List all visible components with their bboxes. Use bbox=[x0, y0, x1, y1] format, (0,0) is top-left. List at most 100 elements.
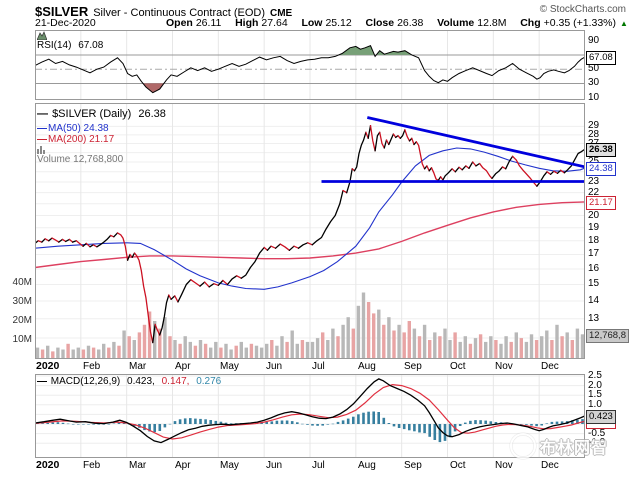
axis-value-box: 67.08 bbox=[586, 51, 616, 65]
rsi-chart bbox=[35, 30, 585, 100]
quote-field-open: Open 26.11 bbox=[166, 17, 221, 29]
quote-field-label: Volume bbox=[437, 17, 475, 29]
macd-legend-label: MACD(12,26,9) bbox=[50, 376, 121, 387]
up-arrow-icon: ▲ bbox=[620, 19, 628, 28]
price-axis-tick: 16 bbox=[588, 262, 600, 274]
quote-field-volume: Volume 12.8M bbox=[437, 17, 506, 29]
stockcharts-credit-link[interactable]: © StockCharts.com bbox=[539, 4, 626, 15]
macd-value: 0.423, bbox=[127, 376, 155, 387]
price-axis-tick: 28 bbox=[588, 128, 600, 140]
month-label-jun: Jun bbox=[266, 360, 283, 372]
price-axis-tick: 13 bbox=[588, 312, 600, 324]
month-label-may: May bbox=[220, 360, 239, 372]
month-label-oct: Oct bbox=[450, 360, 466, 372]
quote-field-value: 27.64 bbox=[261, 17, 288, 29]
volume-legend: Volume 12,768,800 bbox=[37, 145, 123, 165]
bar-chart-icon bbox=[37, 146, 45, 154]
price-axis-tick: 29 bbox=[588, 120, 600, 132]
price-chart bbox=[35, 103, 585, 359]
price-axis-tick: 14 bbox=[588, 295, 600, 306]
macd-panel: — MACD(12,26,9) 0.423, 0.147, 0.276 bbox=[35, 374, 585, 458]
month-label-sep: Sep bbox=[404, 459, 422, 471]
line-swatch-icon: — bbox=[37, 376, 47, 387]
macd-signal-value: 0.147, bbox=[161, 376, 190, 387]
price-legend-label: $SILVER (Daily) bbox=[52, 108, 132, 120]
symbol-name: Silver - Continuous Contract (EOD) bbox=[93, 7, 265, 19]
line-swatch-icon: — bbox=[37, 108, 48, 120]
macd-axis-tick: 1.5 bbox=[588, 389, 602, 401]
month-label-apr: Apr bbox=[175, 360, 191, 372]
ma200-legend-label: MA(200) 21.17 bbox=[48, 134, 115, 145]
macd-axis-tick: -1.0 bbox=[588, 437, 606, 449]
month-label-feb: Feb bbox=[83, 459, 101, 471]
macd-axis-tick: 2.0 bbox=[588, 379, 602, 391]
price-axis-tick: 23 bbox=[588, 176, 600, 187]
price-axis-tick: 18 bbox=[588, 234, 600, 246]
month-label-nov: Nov bbox=[495, 360, 513, 372]
ma50-legend-label: MA(50) 24.38 bbox=[48, 123, 109, 134]
line-swatch-icon: — bbox=[37, 123, 47, 134]
month-label-feb: Feb bbox=[83, 360, 101, 372]
price-axis-tick: 19 bbox=[588, 221, 600, 233]
volume-axis-tick: 10M bbox=[12, 334, 32, 345]
price-legend-row1: — $SILVER (Daily) 26.38 bbox=[37, 109, 166, 120]
month-label-sep: Sep bbox=[404, 360, 422, 372]
line-swatch-icon: — bbox=[37, 134, 47, 145]
quote-field-value: 12.8M bbox=[477, 17, 507, 29]
price-axis-tick: 17 bbox=[588, 248, 600, 260]
macd-axis-tick: -0.5 bbox=[588, 427, 606, 439]
month-label-dec: Dec bbox=[541, 360, 559, 372]
quote-field-label: Low bbox=[301, 17, 323, 29]
quote-field-label: Close bbox=[365, 17, 395, 29]
quote-date: 21-Dec-2020 bbox=[35, 17, 96, 29]
month-label-mar: Mar bbox=[129, 459, 147, 471]
month-label-may: May bbox=[220, 459, 239, 471]
month-label-nov: Nov bbox=[495, 459, 513, 471]
month-label-2020: 2020 bbox=[36, 359, 60, 372]
axis-value-box: 21.17 bbox=[586, 196, 616, 210]
rsi-legend-label: RSI(14) bbox=[37, 40, 72, 51]
axis-value-box: 24.38 bbox=[586, 162, 616, 176]
month-label-oct: Oct bbox=[450, 459, 466, 471]
chart-header: $SILVER Silver - Continuous Contract (EOD… bbox=[35, 3, 292, 21]
month-label-jul: Jul bbox=[312, 360, 325, 372]
macd-legend: — MACD(12,26,9) 0.423, 0.147, 0.276 bbox=[37, 376, 221, 387]
area-chart-icon bbox=[37, 31, 47, 40]
macd-chart bbox=[35, 374, 585, 458]
quote-fields-row: Open 26.11 High 27.64 Low 25.12 Close 26.38 Volu… bbox=[166, 17, 628, 29]
axis-value-box: 0.423 bbox=[586, 410, 616, 424]
watermark-text: 布林网智 bbox=[540, 440, 609, 457]
quote-field-value: +0.35 (+1.33%) bbox=[543, 17, 617, 29]
quote-field-label: Open bbox=[166, 17, 193, 29]
price-legend-value: 26.38 bbox=[138, 108, 166, 120]
volume-axis-tick: 30M bbox=[12, 296, 32, 307]
watermark-logo-icon bbox=[510, 433, 536, 459]
watermark: 布林网智 bbox=[510, 433, 608, 459]
quote-field-low: Low 25.12 bbox=[301, 17, 351, 29]
month-label-jul: Jul bbox=[312, 459, 325, 471]
ma50-legend: — MA(50) 24.38 bbox=[37, 123, 109, 134]
quote-field-label: High bbox=[235, 17, 259, 29]
quote-field-close: Close 26.38 bbox=[365, 17, 423, 29]
rsi-legend: RSI(14) 67.08 bbox=[37, 31, 103, 51]
volume-axis-tick: 20M bbox=[12, 315, 32, 326]
price-axis-tick: 22 bbox=[588, 186, 600, 198]
exchange: CME bbox=[270, 8, 293, 19]
month-label-apr: Apr bbox=[175, 459, 191, 471]
macd-axis-tick: 1.0 bbox=[588, 398, 602, 410]
price-axis-tick: 20 bbox=[588, 209, 600, 221]
month-label-aug: Aug bbox=[358, 360, 376, 372]
month-label-aug: Aug bbox=[358, 459, 376, 471]
rsi-legend-value: 67.08 bbox=[78, 40, 104, 51]
quote-field-high: High 27.64 bbox=[235, 17, 288, 29]
quote-field-label: Chg bbox=[520, 17, 541, 29]
month-label-mar: Mar bbox=[129, 360, 147, 372]
month-label-dec: Dec bbox=[541, 459, 559, 471]
macd-hist-value: 0.276 bbox=[196, 376, 222, 387]
month-label-jun: Jun bbox=[266, 459, 283, 471]
axis-value-box: 26.38 bbox=[586, 143, 616, 157]
axis-value-box: 12,768,8 bbox=[586, 329, 629, 343]
rsi-axis-tick: 90 bbox=[588, 34, 600, 46]
quote-field-value: 25.12 bbox=[325, 17, 352, 29]
